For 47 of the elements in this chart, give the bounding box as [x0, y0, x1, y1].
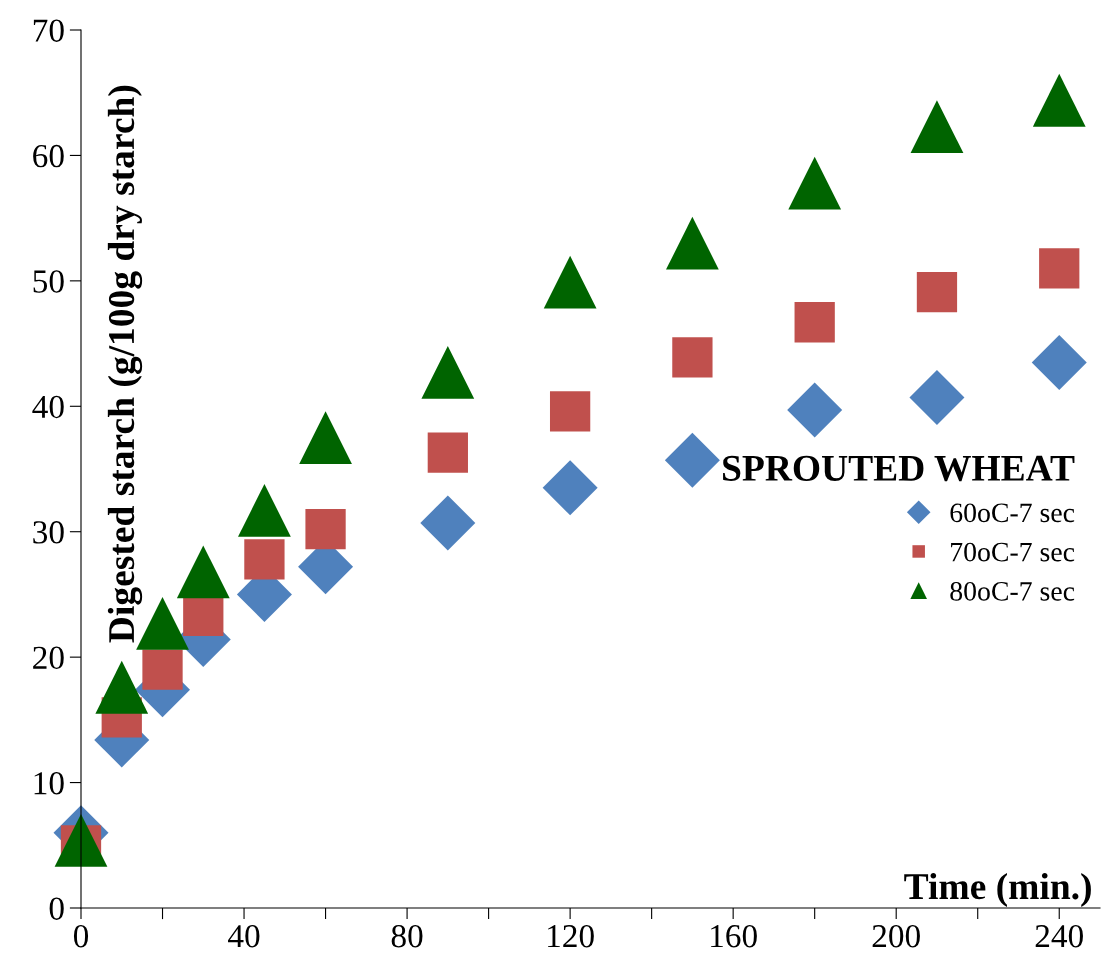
y-tick-label: 50: [33, 270, 64, 293]
y-tick-label: 20: [33, 646, 64, 670]
point: [788, 156, 842, 210]
point: [542, 460, 598, 516]
x-tick-label: 0: [73, 924, 89, 948]
legend-label: 70oC-7 sec: [951, 542, 1075, 562]
point: [916, 272, 958, 313]
point: [299, 411, 352, 465]
legend-label: 80oC-7 sec: [950, 581, 1075, 601]
y-tick-label: 60: [33, 144, 64, 168]
y-tick-label: 40: [32, 395, 64, 419]
y-tick-label: 30: [33, 521, 64, 544]
point: [543, 255, 597, 309]
y-tick-label: 70: [33, 19, 64, 42]
point: [95, 660, 149, 714]
y-tick-label: 10: [34, 771, 64, 795]
point: [549, 391, 591, 432]
point: [1032, 73, 1086, 127]
point: [305, 509, 346, 550]
x-tick-label: 80: [391, 924, 423, 948]
x-tick-label: 40: [228, 924, 260, 948]
point: [794, 302, 835, 343]
point: [1039, 248, 1080, 289]
point: [142, 649, 183, 690]
y-axis-title: Digested starch (g/100g dry starch): [107, 85, 143, 643]
point: [787, 382, 843, 438]
point: [910, 100, 964, 153]
point: [176, 545, 230, 599]
x-tick-label: 160: [711, 924, 757, 948]
x-tick-label: 200: [872, 924, 920, 948]
x-axis-title: Time (min.): [904, 872, 1091, 907]
point: [1031, 334, 1087, 390]
point: [666, 216, 719, 270]
point: [427, 432, 468, 473]
point: [909, 370, 965, 425]
point: [238, 484, 291, 537]
y-tick-label: 0: [49, 897, 64, 920]
legend-label: 60oC-7 sec: [950, 503, 1075, 523]
point: [244, 539, 285, 580]
legend-title: SPROUTED WHEAT: [723, 455, 1075, 482]
point: [420, 495, 476, 551]
point: [183, 595, 224, 636]
point: [672, 337, 713, 378]
point: [664, 432, 720, 488]
x-tick-label: 120: [548, 924, 594, 948]
x-tick-label: 240: [1035, 924, 1083, 948]
point: [421, 346, 475, 399]
